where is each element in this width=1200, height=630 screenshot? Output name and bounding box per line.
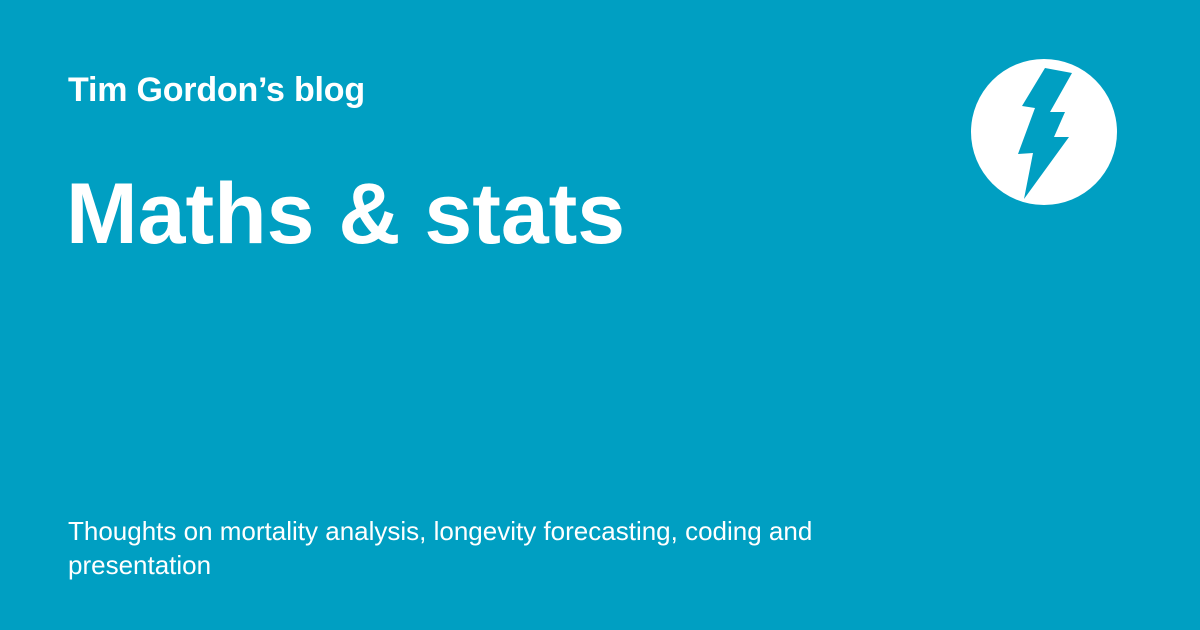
logo[interactable] bbox=[971, 59, 1117, 205]
page-title: Maths & stats bbox=[66, 166, 626, 262]
site-name[interactable]: Tim Gordon’s blog bbox=[68, 71, 365, 109]
lightning-bolt-icon bbox=[971, 59, 1117, 205]
tagline: Thoughts on mortality analysis, longevit… bbox=[68, 516, 813, 580]
